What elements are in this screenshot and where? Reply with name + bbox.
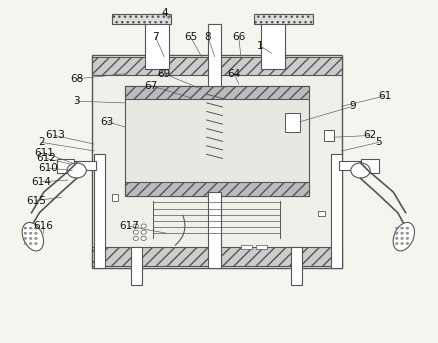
Bar (339, 161, 366, 170)
Bar (112, 14, 171, 24)
Circle shape (24, 227, 27, 229)
Circle shape (396, 237, 398, 239)
Text: 65: 65 (184, 32, 197, 42)
Text: 62: 62 (364, 130, 377, 141)
Text: 3: 3 (73, 96, 80, 106)
Bar (112, 194, 118, 201)
Circle shape (35, 227, 37, 229)
Circle shape (133, 236, 138, 240)
Text: 8: 8 (205, 32, 212, 42)
Circle shape (35, 243, 37, 245)
Circle shape (141, 224, 146, 228)
Ellipse shape (393, 223, 414, 251)
Bar (291, 247, 302, 285)
Text: 69: 69 (158, 69, 171, 79)
Circle shape (29, 232, 32, 234)
Circle shape (406, 243, 409, 245)
Text: 61: 61 (378, 91, 391, 101)
Bar (285, 113, 300, 132)
Bar (92, 55, 342, 268)
Circle shape (406, 227, 409, 229)
Circle shape (406, 232, 409, 234)
Circle shape (29, 243, 32, 245)
Text: 5: 5 (375, 137, 382, 147)
Text: 4: 4 (161, 8, 168, 18)
Bar (256, 245, 267, 249)
Circle shape (141, 230, 146, 234)
Bar (331, 154, 342, 268)
Text: 614: 614 (32, 177, 52, 187)
Circle shape (396, 243, 398, 245)
Circle shape (406, 237, 409, 239)
Circle shape (35, 237, 37, 239)
Circle shape (396, 232, 398, 234)
Bar (361, 159, 379, 173)
Bar (57, 159, 74, 173)
Text: 64: 64 (228, 69, 241, 79)
Text: 616: 616 (33, 221, 53, 232)
Circle shape (35, 232, 37, 234)
Text: 611: 611 (34, 147, 54, 158)
Bar (125, 182, 309, 196)
Text: 67: 67 (145, 81, 158, 91)
Text: 612: 612 (36, 153, 56, 164)
Text: 66: 66 (232, 32, 245, 42)
Circle shape (24, 232, 27, 234)
Text: 615: 615 (26, 196, 46, 206)
Bar (125, 86, 309, 196)
Circle shape (401, 243, 403, 245)
Circle shape (29, 227, 32, 229)
Circle shape (133, 230, 138, 234)
Text: 617: 617 (119, 221, 139, 232)
Bar (92, 57, 342, 75)
Circle shape (67, 163, 86, 178)
Bar (261, 14, 285, 69)
Bar (145, 14, 169, 69)
Bar (94, 154, 105, 268)
Circle shape (133, 224, 138, 228)
Circle shape (29, 237, 32, 239)
Bar (208, 192, 221, 268)
Bar (208, 24, 221, 86)
Text: 63: 63 (101, 117, 114, 127)
Bar (125, 86, 309, 99)
Circle shape (24, 243, 27, 245)
Circle shape (401, 232, 403, 234)
Text: 1: 1 (257, 41, 264, 51)
Circle shape (141, 236, 146, 240)
Bar (131, 247, 142, 285)
Circle shape (24, 237, 27, 239)
Circle shape (396, 227, 398, 229)
Text: 9: 9 (349, 101, 356, 111)
Bar (70, 161, 96, 170)
Text: 68: 68 (70, 74, 83, 84)
Bar (241, 245, 252, 249)
Circle shape (401, 227, 403, 229)
Bar (318, 211, 325, 216)
Circle shape (351, 163, 370, 178)
Ellipse shape (22, 223, 43, 251)
Circle shape (401, 237, 403, 239)
Bar (254, 14, 313, 24)
Text: 610: 610 (38, 163, 58, 173)
Text: 613: 613 (45, 130, 65, 141)
Bar (324, 130, 334, 141)
Text: 2: 2 (38, 137, 45, 147)
Bar (92, 247, 342, 266)
Text: 7: 7 (152, 32, 159, 42)
